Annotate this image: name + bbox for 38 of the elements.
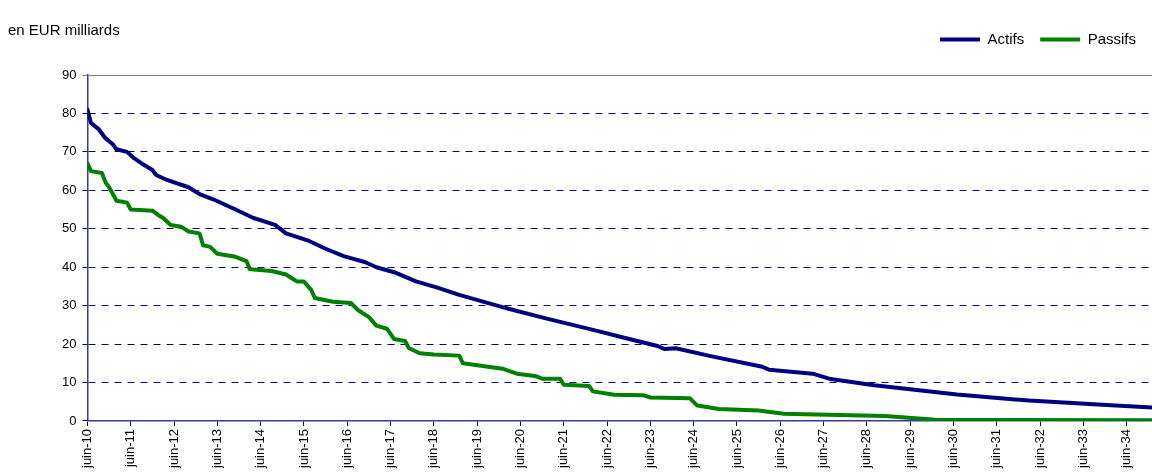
x-tick-label: juin-28	[858, 428, 874, 470]
x-tick-label: juin-26	[771, 428, 787, 470]
legend-label: Actifs	[987, 29, 1025, 47]
y-tick-label: 30	[61, 297, 77, 313]
x-tick-label: juin-27	[815, 428, 831, 470]
y-tick-label: 50	[61, 220, 77, 236]
x-tick-label: juin-23	[641, 428, 657, 470]
y-tick-label: 90	[61, 66, 77, 82]
x-tick-label: juin-12	[165, 428, 181, 470]
x-tick-label: juin-34	[1118, 428, 1134, 470]
x-tick-label: juin-13	[208, 428, 224, 470]
y-tick-label: 80	[61, 105, 77, 121]
x-tick-label: juin-33	[1074, 428, 1090, 470]
x-tick-label: juin-18	[425, 428, 441, 470]
x-tick-label: juin-14	[252, 428, 268, 470]
y-tick-label: 10	[61, 374, 77, 390]
y-tick-label: 60	[61, 181, 77, 197]
x-tick-label: juin-17	[382, 428, 398, 470]
y-tick-label: 0	[69, 412, 77, 428]
x-tick-label: juin-29	[901, 428, 917, 470]
y-axis-title: en EUR milliards	[8, 21, 120, 38]
x-tick-label: juin-10	[79, 428, 95, 470]
x-tick-label: juin-22	[598, 428, 614, 470]
x-tick-label: juin-30	[945, 428, 961, 470]
x-tick-label: juin-25	[728, 428, 744, 470]
x-tick-label: juin-24	[685, 428, 701, 470]
x-tick-label: juin-31	[988, 428, 1004, 470]
x-tick-label: juin-19	[468, 428, 484, 470]
x-tick-label: juin-20	[512, 428, 528, 470]
legend-label: Passifs	[1087, 29, 1137, 47]
x-tick-label: juin-32	[1031, 428, 1047, 470]
x-tick-label: juin-15	[295, 428, 311, 470]
y-tick-label: 70	[61, 143, 77, 159]
x-tick-label: juin-16	[338, 428, 354, 470]
y-tick-label: 40	[61, 258, 77, 274]
y-tick-label: 20	[61, 335, 77, 351]
x-tick-label: juin-21	[555, 428, 571, 470]
x-tick-label: juin-11	[122, 428, 138, 469]
